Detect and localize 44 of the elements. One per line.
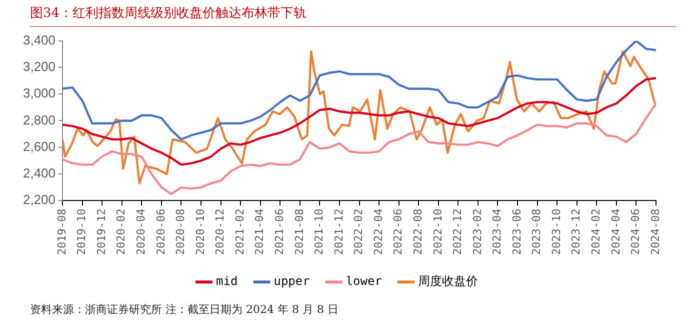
x-tick-label: 2023-06 [510, 208, 524, 255]
x-tick-label: 2023-12 [570, 208, 583, 255]
legend-label: upper [274, 274, 310, 288]
text: 资料来源：浙商证券研究所 注：截至日期为 2024 年 8 月 8 日 [30, 302, 338, 317]
x-tick-label: 2021-10 [312, 208, 326, 255]
x-tick-label: 2021-02 [233, 208, 246, 255]
x-tick-label: 2020-10 [194, 208, 207, 255]
x-tick-label: 2023-02 [470, 208, 484, 255]
x-tick-label: 2020-02 [114, 208, 128, 255]
legend-label: 周度收盘价 [418, 274, 478, 288]
x-tick-label: 2023-08 [530, 208, 544, 255]
y-tick-label: 2,800 [22, 112, 56, 128]
chart-title: 图34：红利指数周线级别收盘价触达布林带下轨 [30, 5, 307, 22]
y-tick-label: 2,600 [22, 138, 56, 154]
y-tick-label: 3,400 [22, 32, 56, 48]
x-tick-label: 2019-12 [94, 208, 108, 255]
y-tick-label: 2,200 [22, 192, 56, 208]
x-tick-label: 2024-06 [629, 208, 642, 255]
x-tick-label: 2021-08 [292, 208, 306, 255]
x-tick-label: 2024-02 [590, 208, 603, 255]
x-tick-label: 2022-12 [451, 208, 464, 255]
x-tick-label: 2023-10 [550, 208, 563, 255]
x-tick-label: 2023-04 [490, 208, 504, 255]
x-tick-label: 2021-06 [272, 208, 286, 255]
y-tick-label: 3,000 [22, 86, 56, 101]
x-tick-label: 2020-08 [174, 208, 188, 255]
x-tick-label: 2020-04 [134, 208, 148, 255]
x-tick-label: 2019-08 [55, 208, 68, 255]
x-tick-label: 2021-04 [253, 208, 266, 255]
x-tick-label: 2022-10 [431, 208, 444, 255]
legend-label: lower [346, 274, 382, 288]
x-tick-label: 2022-02 [352, 208, 366, 255]
x-tick-label: 2022-06 [392, 208, 405, 255]
x-tick-label: 2022-08 [411, 208, 424, 255]
x-tick-label: 2020-12 [214, 208, 227, 255]
x-tick-label: 2024-08 [648, 208, 662, 255]
x-tick-label: 2019-10 [75, 208, 88, 255]
y-tick-label: 2,400 [22, 166, 56, 181]
y-tick-label: 3,200 [22, 59, 56, 74]
legend-label: mid [216, 274, 238, 288]
x-tick-label: 2020-06 [154, 208, 168, 255]
x-tick-label: 2022-04 [372, 208, 385, 255]
x-tick-label: 2024-04 [609, 208, 622, 255]
x-tick-label: 2021-12 [332, 208, 346, 255]
